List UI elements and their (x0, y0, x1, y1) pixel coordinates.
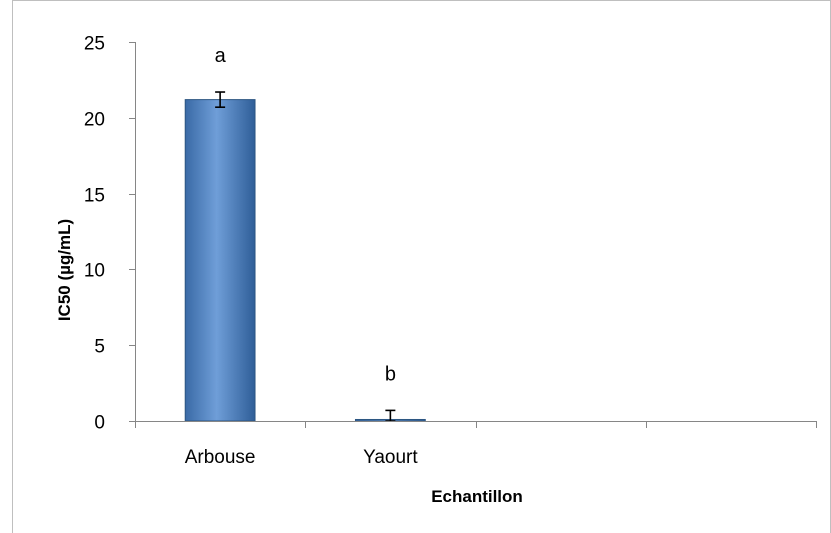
significance-label: a (215, 45, 227, 67)
y-axis-ticks: 0 5 10 15 20 25 (84, 34, 135, 434)
y-tick-label: 15 (84, 186, 105, 207)
x-tick-label: Yaourt (363, 447, 418, 468)
x-axis-ticks: Arbouse Yaourt (135, 421, 817, 468)
y-tick-label: 0 (94, 413, 105, 434)
y-tick-label: 10 (84, 261, 105, 282)
y-tick-label: 20 (84, 110, 105, 131)
x-axis-title: Echantillon (431, 487, 523, 506)
y-tick-label: 25 (84, 34, 105, 55)
significance-labels-group: ab (215, 45, 396, 385)
y-tick-label: 5 (94, 337, 105, 358)
error-bar (215, 91, 226, 108)
x-tick-label: Arbouse (185, 447, 256, 468)
y-axis-title: IC50 (µg/mL) (55, 219, 74, 321)
bars-group (184, 99, 426, 422)
significance-label: b (385, 363, 396, 385)
bar-arbouse (184, 99, 256, 422)
